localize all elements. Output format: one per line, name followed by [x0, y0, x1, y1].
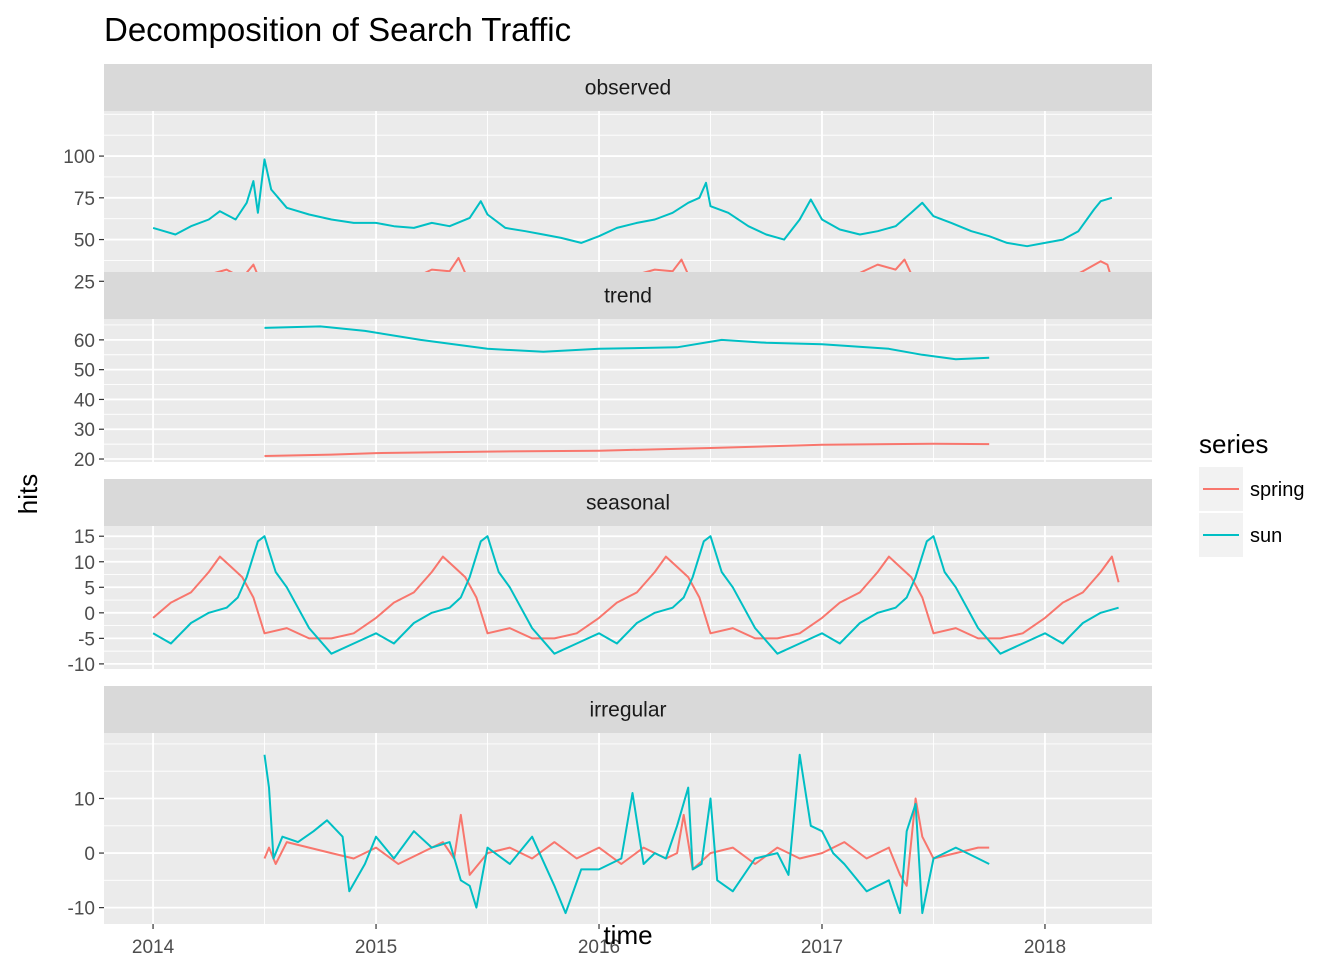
series-line-sun: [152, 535, 1119, 655]
y-tick-label: 20: [74, 450, 95, 471]
series-line-sun: [264, 325, 990, 361]
x-tick-label: 2018: [1024, 937, 1066, 958]
facet-panels: observed255075100trend2030405060seasonal…: [63, 64, 1152, 924]
y-tick-label: 25: [74, 272, 95, 293]
chart-title: Decomposition of Search Traffic: [104, 11, 571, 48]
facet-strip-label: seasonal: [586, 492, 670, 515]
y-tick-label: -5: [78, 629, 95, 650]
facet-strip-label: observed: [585, 77, 671, 100]
legend-item-sun: sun: [1199, 513, 1282, 557]
series-line-spring: [263, 797, 990, 887]
series-line-sun: [263, 753, 990, 915]
y-tick-label: 0: [84, 604, 95, 625]
panel-seasonal: seasonal 15 10 5 0 -5 -10: [68, 479, 1152, 676]
facet-strip: [104, 272, 1152, 319]
plot-background: [104, 733, 1152, 924]
y-tick-label: 10: [74, 789, 95, 810]
legend: series spring sun: [1199, 429, 1304, 557]
series-line-sun: [152, 158, 1113, 248]
facet-strip: [104, 479, 1152, 526]
legend-label: spring: [1250, 479, 1304, 501]
x-axis: 2014 2015 2016 2017 2018: [132, 924, 1066, 958]
y-tick-label: -10: [68, 899, 95, 920]
y-tick-label: 100: [63, 147, 95, 168]
y-tick-label: 60: [74, 331, 95, 352]
plot-background: [104, 319, 1152, 462]
x-tick-label: 2016: [578, 937, 620, 958]
facet-strip-label: irregular: [589, 699, 666, 722]
x-tick-label: 2014: [132, 937, 175, 958]
y-tick-label: 50: [74, 361, 95, 382]
y-axis-title: hits: [13, 474, 43, 514]
facet-strip-label: trend: [604, 285, 652, 308]
x-tick-label: 2015: [355, 937, 397, 958]
facet-strip: [104, 64, 1152, 111]
plot-background: [104, 111, 1152, 303]
y-tick-label: 0: [84, 844, 95, 865]
y-tick-label: 10: [74, 553, 95, 574]
y-tick-label: 75: [74, 189, 95, 210]
panel-trend: trend 20 30 40 50 60: [74, 272, 1152, 471]
panel-observed: observed 25 50 75 100: [63, 64, 1152, 303]
legend-item-spring: spring: [1199, 467, 1304, 511]
y-tick-label: -10: [68, 655, 95, 676]
facet-strip: [104, 686, 1152, 733]
y-tick-label: 5: [84, 578, 95, 599]
panel-irregular: irregular 10 0 -10: [68, 686, 1152, 924]
y-tick-label: 50: [74, 231, 95, 252]
y-tick-label: 30: [74, 420, 95, 441]
series-line-spring: [264, 442, 990, 457]
legend-title: series: [1199, 429, 1268, 459]
x-axis-title: time: [603, 920, 652, 950]
y-tick-label: 15: [74, 527, 95, 548]
x-tick-label: 2017: [801, 937, 843, 958]
y-tick-label: 40: [74, 390, 95, 411]
series-line-spring: [152, 555, 1120, 640]
legend-label: sun: [1250, 525, 1282, 547]
